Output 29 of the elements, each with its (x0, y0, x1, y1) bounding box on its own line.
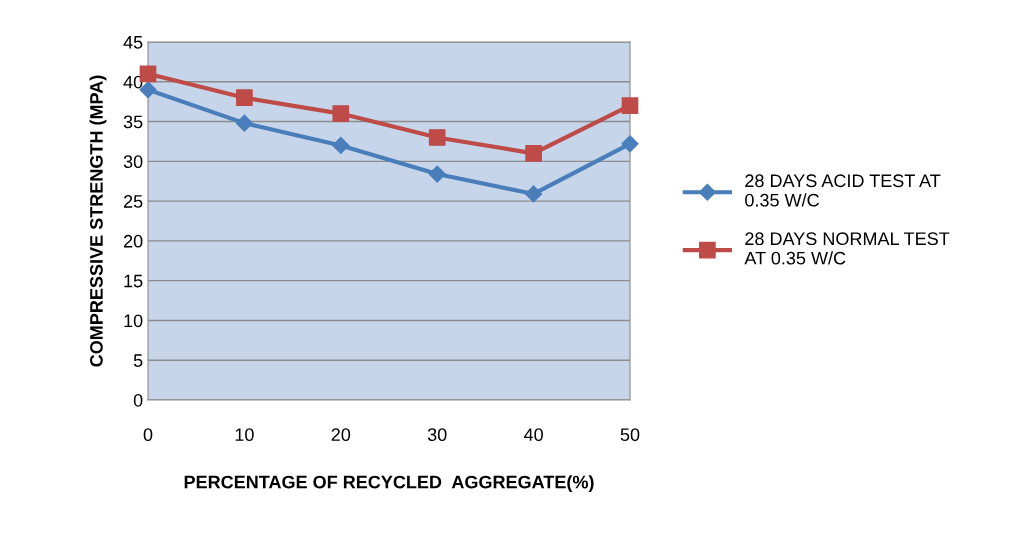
x-tick-label: 10 (235, 428, 254, 442)
x-tick-label: 50 (620, 428, 640, 442)
x-tick-label: 30 (427, 428, 447, 442)
y-axis-title: COMPRESSIVE STRENGTH (MPA) (89, 75, 107, 367)
point (525, 145, 542, 162)
point (621, 135, 639, 153)
point (236, 89, 253, 107)
legend-label: 28 DAYS NORMAL TEST AT 0.35 W/C (744, 232, 950, 265)
x-axis-title: PERCENTAGE OF RECYCLED AGGREGATE(%) (184, 475, 594, 492)
x-tick-label: 40 (523, 428, 543, 442)
y-tick-label: 45 (123, 36, 143, 49)
legend-label: 28 DAYS ACID TEST AT 0.35 W/C (745, 174, 941, 207)
y-tick-label: 20 (123, 234, 143, 248)
y-tick-label: 15 (124, 274, 143, 288)
y-tick-label: 30 (123, 155, 143, 169)
x-tick-label: 20 (331, 428, 351, 442)
y-tick-label: 35 (123, 115, 143, 129)
x-tick-label: 0 (143, 428, 153, 442)
y-tick-label: 0 (133, 393, 143, 407)
y-tick-label: 5 (133, 354, 143, 367)
y-tick-label: 25 (123, 195, 143, 208)
point (428, 129, 446, 146)
point (428, 165, 446, 183)
y-tick-label: 10 (124, 314, 143, 328)
point (525, 185, 543, 203)
point (235, 114, 253, 132)
point (332, 105, 350, 122)
point (332, 136, 350, 154)
point (621, 97, 639, 114)
